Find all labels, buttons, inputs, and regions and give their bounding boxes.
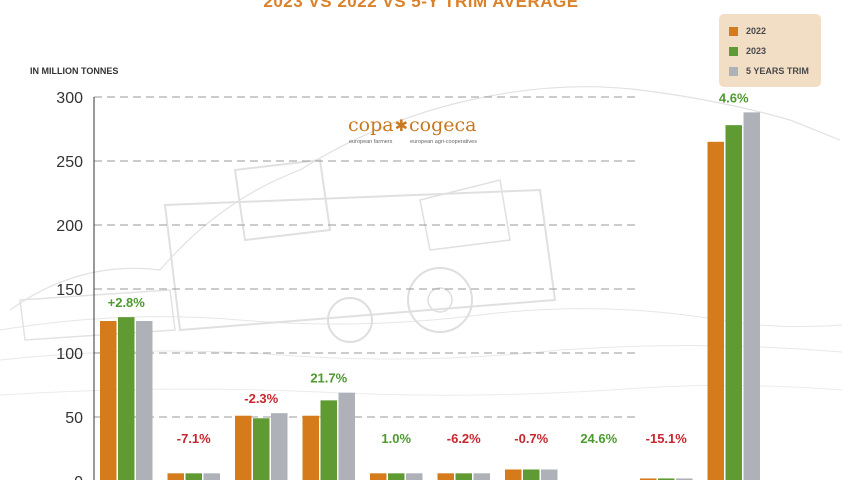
legend-swatch-2023 [729, 46, 738, 56]
change-label: 24.6% [580, 431, 617, 446]
legend-label-5y: 5 YEARS TRIM [746, 66, 809, 76]
change-label: -7.1% [177, 431, 211, 446]
bar [302, 415, 319, 480]
legend-item-5y: 5 YEARS TRIM [729, 64, 809, 78]
unit-label: IN MILLION TONNES [30, 66, 119, 76]
bar [271, 413, 288, 480]
change-labels: +2.8% -7.1% -2.3% 21.7% 1.0% -6.2% -0.7% 24.6% -… [108, 90, 749, 446]
bar [676, 478, 693, 480]
logo-tagline-coops: european agri-cooperatives [410, 139, 477, 145]
bar [185, 473, 202, 480]
y-tick-label: 150 [56, 282, 83, 299]
bar [118, 317, 135, 480]
bar [235, 415, 252, 480]
y-tick-label: 100 [56, 346, 83, 363]
y-tick-label: 50 [65, 410, 83, 427]
bar [541, 469, 558, 480]
legend-item-2022: 2022 [729, 24, 766, 38]
bar [370, 473, 387, 480]
change-label: -15.1% [646, 431, 688, 446]
change-label: -6.2% [447, 431, 481, 446]
legend-swatch-5y [729, 66, 738, 76]
bar [203, 473, 220, 480]
legend-label-2023: 2023 [746, 46, 767, 56]
logo-part-copa: copa [348, 114, 394, 136]
copa-cogeca-logo: copa✱cogeca european farmers european ag… [348, 114, 488, 149]
legend-item-2023: 2023 [729, 44, 766, 58]
y-axis-ticks: 0 50 100 150 200 250 300 [56, 90, 83, 480]
bar [505, 469, 522, 480]
bar [136, 321, 153, 480]
change-label: 21.7% [310, 371, 347, 386]
bar [473, 473, 490, 480]
y-tick-label: 0 [74, 474, 83, 480]
change-label: -2.3% [244, 391, 278, 406]
bar [725, 125, 742, 480]
y-tick-label: 300 [56, 90, 83, 107]
logo-tagline-farmers: european farmers [349, 139, 393, 145]
bar [455, 473, 472, 480]
bar [437, 473, 454, 480]
change-label: -0.7% [514, 431, 548, 446]
logo-taglines: european farmers european agri-cooperati… [348, 137, 488, 149]
bar [707, 141, 724, 480]
logo-part-cogeca: cogeca [408, 114, 477, 136]
bar [640, 478, 657, 480]
change-label: 1.0% [381, 431, 411, 446]
legend-swatch-2022 [729, 26, 738, 36]
legend: 2022 2023 5 YEARS TRIM [719, 14, 821, 87]
legend-label-2022: 2022 [746, 26, 767, 36]
bar [320, 400, 337, 480]
bar [406, 473, 423, 480]
change-label: +2.8% [108, 295, 146, 310]
bar [388, 473, 405, 480]
bar [253, 418, 270, 480]
bar [100, 321, 117, 480]
bar [167, 473, 184, 480]
logo-wordmark: copa✱cogeca [348, 114, 488, 137]
bar [338, 392, 355, 480]
star-icon: ✱ [394, 116, 408, 135]
chart-title: 2023 VS 2022 VS 5-Y TRIM AVERAGE [263, 0, 579, 11]
bar [743, 112, 760, 480]
y-tick-label: 200 [56, 218, 83, 235]
grid-lines [94, 96, 640, 418]
y-tick-label: 250 [56, 154, 83, 171]
bar [658, 478, 675, 480]
change-label: 4.6% [719, 90, 749, 105]
bars [100, 112, 760, 480]
bar [523, 469, 540, 480]
